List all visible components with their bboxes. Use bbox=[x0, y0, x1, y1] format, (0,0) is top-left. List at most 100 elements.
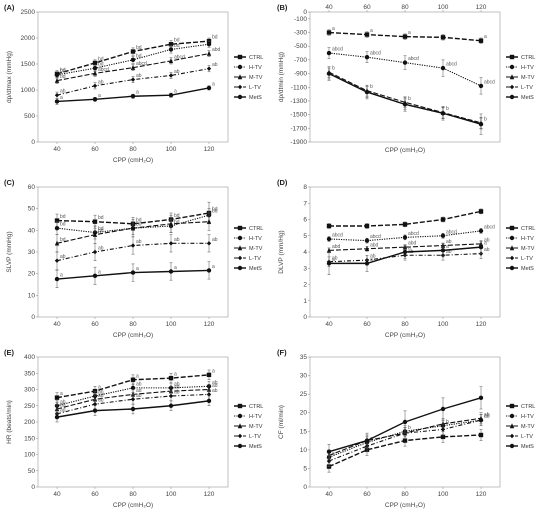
y-tick-label: 200 bbox=[24, 419, 35, 426]
significance-label: bd bbox=[98, 215, 104, 221]
significance-label: ab bbox=[136, 73, 142, 79]
y-tick-label: 20 bbox=[300, 410, 308, 417]
significance-label: b bbox=[446, 419, 449, 425]
x-tick-label: 40 bbox=[53, 491, 61, 498]
significance-label: abcd bbox=[446, 62, 457, 68]
legend-marker bbox=[509, 64, 515, 70]
x-tick-label: 80 bbox=[129, 146, 137, 153]
significance-label: ad bbox=[60, 407, 66, 413]
legend-marker bbox=[237, 443, 243, 449]
significance-label: a bbox=[136, 373, 139, 379]
y-tick-label: 50 bbox=[28, 468, 36, 475]
x-axis-label: CPP (cmH₂O) bbox=[385, 502, 425, 509]
legend-marker bbox=[509, 245, 515, 251]
series-ctrl bbox=[326, 208, 484, 229]
series-mets bbox=[326, 386, 484, 460]
data-point bbox=[206, 218, 212, 224]
data-point bbox=[440, 421, 446, 427]
x-tick-label: 60 bbox=[91, 491, 99, 498]
data-point bbox=[92, 60, 98, 66]
legend-entry: M-TV bbox=[249, 424, 263, 430]
significance-label: b bbox=[370, 84, 373, 90]
legend-entry: CTRL bbox=[249, 226, 263, 232]
significance-label: a bbox=[484, 34, 487, 40]
data-point bbox=[206, 50, 212, 56]
significance-label: ab bbox=[212, 388, 218, 394]
significance-label: a bbox=[212, 81, 215, 87]
data-point bbox=[478, 395, 484, 401]
data-point bbox=[440, 434, 446, 440]
x-tick-label: 40 bbox=[325, 491, 333, 498]
x-tick-label: 80 bbox=[401, 321, 409, 328]
x-tick-label: 120 bbox=[204, 491, 215, 498]
data-point bbox=[364, 32, 370, 37]
significance-label: a bbox=[136, 266, 139, 272]
y-tick-label: 25 bbox=[300, 391, 308, 398]
significance-label: a bbox=[370, 28, 373, 34]
y-tick-label: -1100 bbox=[291, 84, 308, 91]
y-tick-label: 30 bbox=[28, 249, 36, 256]
series-line bbox=[328, 31, 482, 42]
legend-entry: M-TV bbox=[249, 75, 263, 81]
legend-marker bbox=[237, 403, 243, 409]
y-tick-label: 1 bbox=[303, 298, 307, 305]
significance-label: ab bbox=[98, 79, 104, 85]
y-tick-label: 250 bbox=[24, 403, 35, 410]
y-tick-label: 300 bbox=[24, 387, 35, 394]
data-point bbox=[130, 94, 136, 99]
x-tick-label: 80 bbox=[129, 321, 137, 328]
data-point bbox=[206, 66, 212, 71]
legend-marker bbox=[509, 433, 515, 439]
series-line bbox=[328, 243, 482, 251]
y-tick-label: -900 bbox=[294, 71, 307, 78]
data-point bbox=[54, 77, 60, 83]
x-tick-label: 40 bbox=[325, 4, 333, 11]
significance-label: b bbox=[408, 96, 411, 102]
x-tick-label: 60 bbox=[91, 321, 99, 328]
data-point bbox=[168, 221, 174, 227]
y-tick-label: 10 bbox=[28, 292, 36, 299]
data-point bbox=[206, 372, 212, 378]
y-tick-label: -1500 bbox=[290, 112, 307, 119]
data-point bbox=[92, 219, 98, 224]
legend-entry: H-TV bbox=[249, 236, 262, 242]
legend: CTRL H-TV M-TV L-TV MetS bbox=[506, 225, 535, 272]
data-point bbox=[402, 222, 408, 227]
significance-label: ab bbox=[446, 239, 452, 245]
data-point bbox=[478, 228, 484, 234]
y-tick-label: 100 bbox=[24, 452, 35, 459]
y-axis-label: SLVP (mmHg) bbox=[6, 231, 13, 272]
significance-label: a bbox=[60, 95, 63, 101]
data-point bbox=[326, 30, 332, 35]
data-point bbox=[364, 246, 370, 251]
legend-entry: L-TV bbox=[521, 256, 533, 262]
data-point bbox=[92, 273, 98, 279]
y-tick-label: 7 bbox=[303, 200, 307, 207]
y-tick-label: 150 bbox=[24, 435, 35, 442]
data-point bbox=[92, 231, 98, 237]
legend-entry: L-TV bbox=[249, 85, 261, 91]
data-point bbox=[364, 223, 370, 229]
data-point bbox=[54, 93, 60, 98]
significance-label: a bbox=[60, 391, 63, 397]
legend-entry: MetS bbox=[521, 444, 534, 450]
y-tick-label: 2500 bbox=[21, 9, 36, 16]
significance-label: ab bbox=[332, 255, 338, 261]
significance-label: a bbox=[212, 368, 215, 374]
y-tick-label: 2 bbox=[303, 282, 307, 289]
significance-label: bd bbox=[98, 56, 104, 62]
legend-entry: H-TV bbox=[249, 65, 262, 71]
legend-marker bbox=[509, 255, 515, 261]
legend-entry: H-TV bbox=[521, 236, 534, 242]
y-tick-label: 20 bbox=[28, 271, 36, 278]
series-ctrl: a a a a a bbox=[54, 368, 215, 403]
series-ctrl: a a a a bbox=[326, 26, 487, 44]
data-point bbox=[168, 73, 174, 78]
series-line bbox=[328, 253, 482, 263]
series-mets: a a a a a bbox=[54, 261, 215, 288]
x-tick-label: 60 bbox=[363, 491, 371, 498]
y-tick-label: -1700 bbox=[290, 125, 307, 132]
x-tick-label: 100 bbox=[166, 491, 177, 498]
series-line bbox=[328, 419, 482, 458]
